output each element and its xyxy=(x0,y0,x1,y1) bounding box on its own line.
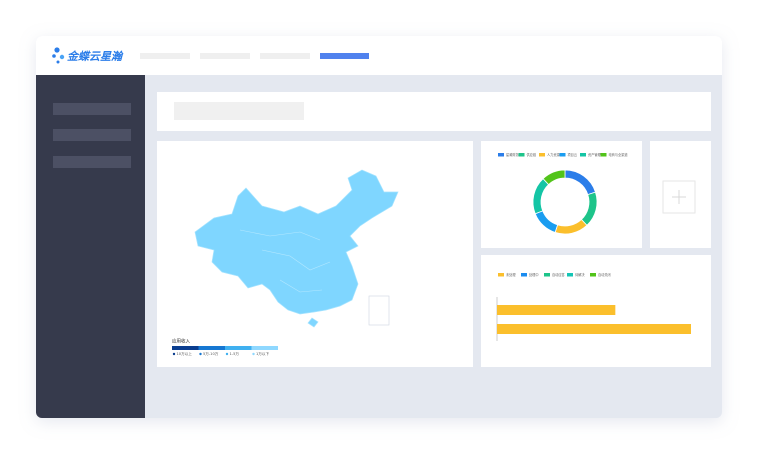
map-legend-title: 应用收入 xyxy=(172,338,190,345)
menu-item[interactable] xyxy=(53,129,131,141)
map-legend-label: 10万以上 xyxy=(177,351,193,356)
province-borders xyxy=(239,229,331,293)
legend-label: 星瀚财务 xyxy=(506,152,520,157)
add-icon xyxy=(672,190,686,204)
legend-swatch xyxy=(567,273,573,277)
nav-item[interactable] xyxy=(200,53,250,59)
map-legend-dot xyxy=(225,352,229,356)
menu-item[interactable] xyxy=(53,103,131,115)
legend-label: 未处理 xyxy=(506,272,516,277)
legend-swatch xyxy=(580,153,586,157)
bar xyxy=(497,305,616,315)
legend-label: 人力资源 xyxy=(547,152,561,157)
add-panel xyxy=(650,141,711,248)
logo-dot xyxy=(54,47,60,53)
sidebar xyxy=(36,75,145,418)
legend-label: 供应链 xyxy=(527,152,537,157)
map-legend-dot xyxy=(199,352,202,356)
add-button[interactable] xyxy=(662,180,696,214)
legend-swatch xyxy=(590,273,596,277)
map-legend-swatch xyxy=(172,346,199,350)
legend-label: 处理中 xyxy=(529,272,539,277)
legend-swatch xyxy=(559,153,566,157)
map-legend-swatch xyxy=(198,346,225,350)
map-legend-label: 1-5万 xyxy=(230,352,240,356)
south-sea-inset xyxy=(368,295,390,326)
legend-swatch xyxy=(521,273,527,277)
legend-label: 项目云 xyxy=(568,153,578,157)
legend-swatch xyxy=(539,153,545,157)
map-legend-swatch xyxy=(251,346,278,350)
top-bar xyxy=(36,36,722,75)
bar xyxy=(497,324,691,334)
legend-label: 资产管理 xyxy=(588,152,602,157)
legend-label: 电商与全渠道 xyxy=(609,152,629,157)
legend-swatch xyxy=(498,273,504,277)
map-legend-label: 5万-10万 xyxy=(203,352,219,356)
legend-swatch xyxy=(544,273,550,277)
legend-swatch xyxy=(518,153,525,157)
map-legend-label: 1万以下 xyxy=(256,352,269,356)
nav-item[interactable] xyxy=(140,53,190,59)
logo-text: 金蝶云星瀚 xyxy=(67,50,124,63)
logo-dot xyxy=(52,54,56,58)
menu-item[interactable] xyxy=(53,156,131,168)
search-box[interactable] xyxy=(174,102,304,120)
legend-label: 自动关闭 xyxy=(598,272,611,277)
china-map xyxy=(194,169,399,328)
map-legend-swatch xyxy=(225,346,252,350)
map-legend-dot xyxy=(252,352,255,356)
nav-item[interactable] xyxy=(260,53,310,59)
nav-item-active[interactable] xyxy=(320,53,369,59)
legend-swatch xyxy=(498,153,504,157)
logo-dot xyxy=(56,60,60,64)
legend-label: 待解决 xyxy=(575,272,585,277)
legend-label: 自动应答 xyxy=(552,272,566,277)
map-legend-dot xyxy=(172,352,176,356)
legend-swatch xyxy=(600,153,607,157)
donut-segment xyxy=(542,169,566,186)
logo-dot xyxy=(59,54,65,60)
